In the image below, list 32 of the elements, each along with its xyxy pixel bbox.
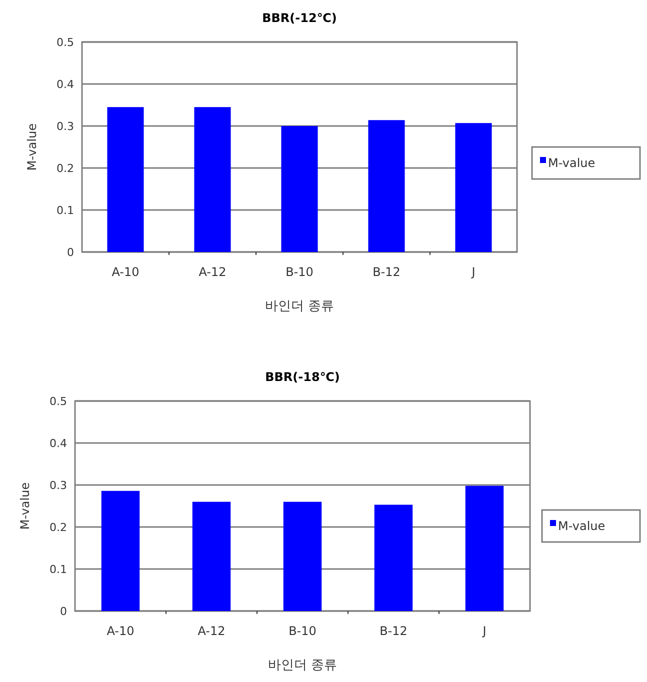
y-tick-label: 0.5 (56, 36, 74, 49)
x-tick-label: A-10 (112, 265, 140, 279)
x-tick-label: B-12 (372, 265, 400, 279)
y-tick-label: 0.2 (56, 162, 74, 175)
y-axis-title: M-value (18, 482, 32, 530)
chart-title: BBR(-18℃) (265, 370, 340, 384)
y-tick-label: 0.4 (50, 437, 67, 450)
y-tick-label: 0 (67, 246, 74, 259)
x-tick-label: J (482, 624, 486, 638)
x-tick-label: A-12 (198, 624, 226, 638)
legend: M-value (531, 146, 641, 180)
y-axis-title: M-value (25, 123, 39, 171)
x-axis-title: 바인더 종류 (264, 299, 334, 314)
x-axis-title: 바인더 종류 (268, 658, 338, 673)
y-tick-label: 0.3 (50, 479, 67, 492)
y-tick-label: 0.2 (50, 521, 67, 534)
x-tick-label: A-10 (106, 624, 134, 638)
x-tick-label: B-10 (286, 265, 314, 279)
legend: M-value (541, 509, 641, 543)
y-tick-label: 0.3 (56, 120, 74, 133)
x-tick-label: B-12 (380, 624, 408, 638)
y-tick-label: 0.1 (56, 204, 74, 217)
legend-label: M-value (558, 519, 606, 533)
y-tick-label: 0 (60, 605, 67, 618)
y-tick-label: 0.4 (56, 78, 74, 91)
chart-title: BBR(-12℃) (262, 11, 337, 25)
y-tick-label: 0.5 (50, 395, 67, 408)
x-tick-label: A-12 (198, 265, 226, 279)
legend-label: M-value (548, 156, 596, 170)
x-tick-label: B-10 (288, 624, 316, 638)
x-tick-label: J (470, 265, 476, 279)
y-tick-label: 0.1 (50, 563, 67, 576)
